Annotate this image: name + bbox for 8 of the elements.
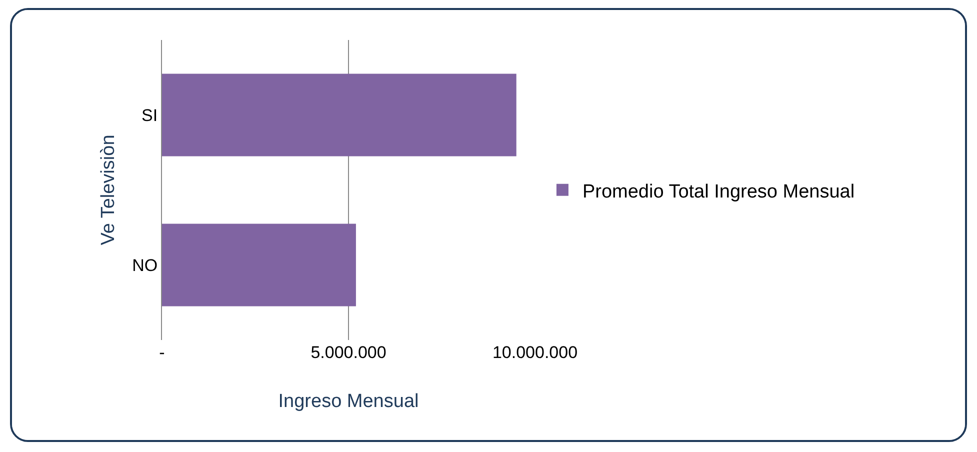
y-tick-label: SI	[142, 106, 158, 125]
x-tick-label: -	[159, 343, 165, 362]
x-axis-title: Ingreso Mensual	[278, 391, 419, 412]
y-axis-title: Ve Televisiòn	[98, 134, 119, 246]
x-tick-label: 5.000.000	[310, 343, 386, 362]
y-tick-label: NO	[132, 256, 158, 275]
x-tick-label: 10.000.000	[492, 343, 578, 362]
legend-label: Promedio Total Ingreso Mensual	[582, 181, 855, 202]
